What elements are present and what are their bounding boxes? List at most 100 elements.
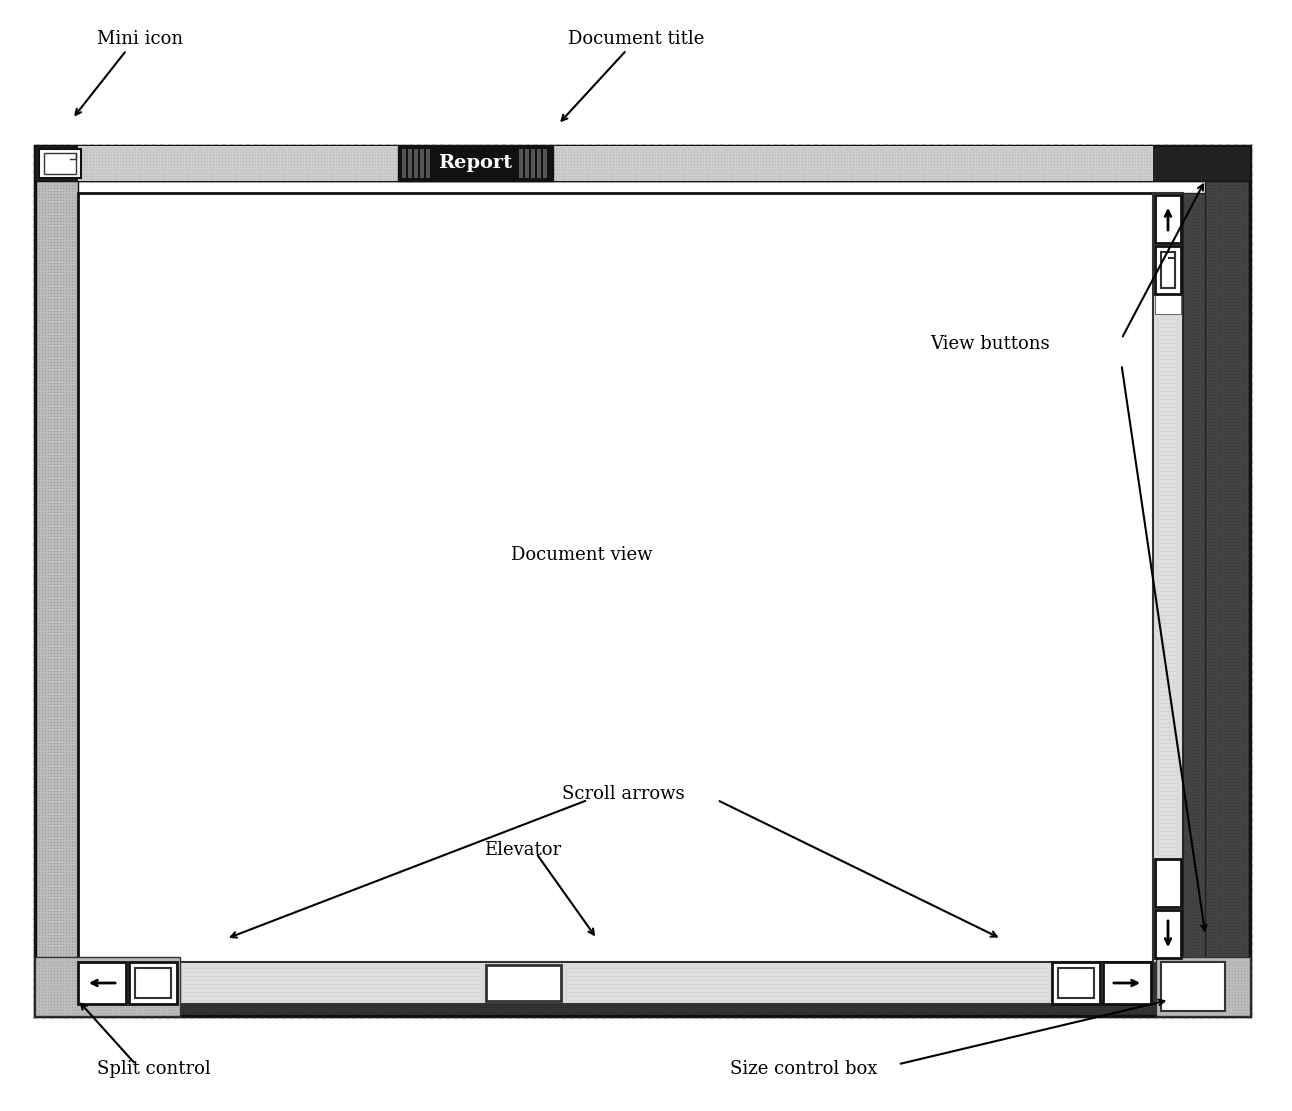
Point bbox=[37, 682, 58, 700]
Point bbox=[65, 170, 85, 188]
Point bbox=[1008, 963, 1028, 981]
Point bbox=[52, 629, 72, 647]
Point bbox=[37, 943, 58, 961]
Point bbox=[1180, 533, 1200, 551]
Point bbox=[52, 892, 72, 910]
Point bbox=[1198, 620, 1218, 638]
Point bbox=[34, 634, 54, 652]
Point bbox=[151, 149, 172, 167]
Point bbox=[34, 938, 54, 955]
Point bbox=[65, 932, 85, 950]
Point bbox=[226, 1001, 247, 1019]
Point bbox=[49, 236, 70, 253]
Point bbox=[698, 161, 718, 179]
Point bbox=[1063, 975, 1084, 993]
Point bbox=[1180, 443, 1200, 461]
Point bbox=[479, 979, 500, 997]
Point bbox=[47, 622, 67, 640]
Point bbox=[632, 987, 652, 1004]
Point bbox=[172, 158, 193, 176]
Point bbox=[109, 146, 129, 163]
Point bbox=[40, 511, 61, 529]
Point bbox=[1238, 380, 1258, 398]
Point bbox=[28, 608, 49, 625]
Point bbox=[1225, 394, 1245, 412]
Point bbox=[824, 979, 845, 997]
Point bbox=[40, 938, 61, 955]
Point bbox=[65, 377, 85, 394]
Point bbox=[1198, 689, 1218, 707]
Point bbox=[804, 163, 824, 181]
Point bbox=[1211, 248, 1231, 266]
Point bbox=[34, 985, 54, 1003]
Point bbox=[106, 161, 127, 179]
Point bbox=[1185, 994, 1205, 1012]
Point bbox=[1120, 987, 1141, 1004]
Point bbox=[31, 440, 52, 458]
Point bbox=[1220, 368, 1240, 386]
Point bbox=[1155, 578, 1176, 595]
Point bbox=[115, 980, 136, 998]
Point bbox=[1048, 1001, 1068, 1019]
Point bbox=[1222, 572, 1243, 590]
Point bbox=[775, 983, 796, 1001]
Point bbox=[1180, 870, 1200, 888]
Point bbox=[28, 955, 49, 973]
Point bbox=[1220, 472, 1240, 490]
Point bbox=[1191, 605, 1212, 623]
Point bbox=[1180, 438, 1200, 456]
Point bbox=[1052, 151, 1072, 169]
Point bbox=[1225, 274, 1245, 292]
Point bbox=[1204, 523, 1225, 541]
Point bbox=[1234, 692, 1255, 710]
Point bbox=[1180, 1001, 1200, 1019]
Point bbox=[1220, 715, 1240, 733]
Point bbox=[674, 158, 695, 176]
Point bbox=[1225, 544, 1245, 562]
Point bbox=[47, 761, 67, 779]
Point bbox=[385, 146, 406, 163]
Point bbox=[76, 967, 97, 984]
Point bbox=[1163, 507, 1183, 524]
Point bbox=[917, 161, 938, 179]
Point bbox=[1182, 955, 1203, 973]
Point bbox=[1163, 510, 1183, 528]
Point bbox=[1202, 202, 1222, 220]
Point bbox=[1198, 590, 1218, 608]
Point bbox=[28, 253, 49, 271]
Point bbox=[1163, 538, 1183, 556]
Point bbox=[49, 343, 70, 361]
Point bbox=[570, 167, 590, 184]
Point bbox=[1229, 389, 1249, 407]
Point bbox=[1231, 326, 1252, 343]
Point bbox=[636, 991, 656, 1009]
Point bbox=[34, 964, 54, 982]
Point bbox=[884, 987, 904, 1004]
Point bbox=[61, 403, 81, 421]
Point bbox=[43, 458, 63, 476]
Point bbox=[827, 170, 848, 188]
Point bbox=[167, 1003, 187, 1021]
Point bbox=[47, 278, 67, 296]
Point bbox=[908, 967, 929, 984]
Point bbox=[1182, 998, 1203, 1015]
Point bbox=[1229, 989, 1249, 1007]
Point bbox=[831, 142, 851, 160]
Point bbox=[28, 779, 49, 797]
Point bbox=[1163, 207, 1183, 224]
Point bbox=[1191, 519, 1212, 537]
Point bbox=[1198, 625, 1218, 643]
Point bbox=[1147, 594, 1168, 612]
Point bbox=[260, 140, 280, 158]
Point bbox=[28, 551, 49, 569]
Point bbox=[187, 971, 208, 989]
Point bbox=[1189, 390, 1209, 408]
Point bbox=[28, 326, 49, 343]
Point bbox=[1191, 300, 1212, 318]
Point bbox=[676, 991, 696, 1009]
Point bbox=[1185, 755, 1205, 773]
Point bbox=[49, 197, 70, 214]
Point bbox=[1229, 467, 1249, 484]
Point bbox=[828, 991, 849, 1009]
Point bbox=[28, 952, 49, 970]
